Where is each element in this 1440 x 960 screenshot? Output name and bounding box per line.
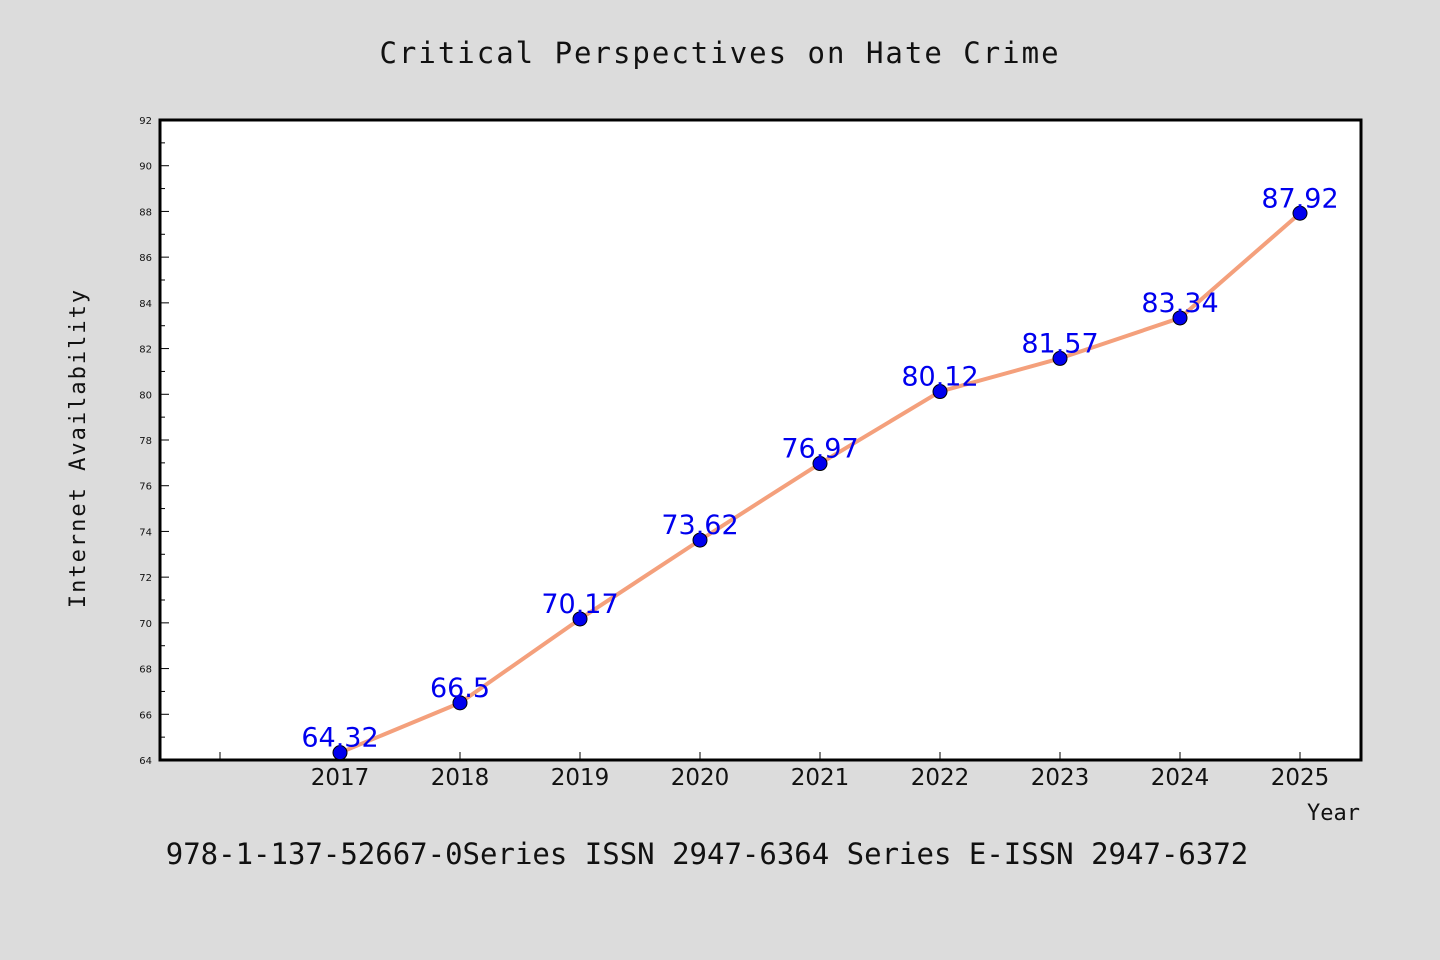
y-tick-label: 90 [139, 162, 152, 173]
x-axis-label: Year [1307, 801, 1360, 826]
chart-title: Critical Perspectives on Hate Crime [379, 36, 1060, 70]
y-axis: 64 66 68 70 72 74 76 78 80 82 84 86 88 90 92 [139, 116, 169, 767]
data-label: 80.12 [901, 362, 978, 393]
x-tick-label: 2023 [1031, 765, 1090, 791]
y-tick-label: 76 [139, 482, 152, 493]
data-point [692, 532, 708, 548]
y-tick-label: 86 [139, 253, 152, 264]
data-point [812, 456, 828, 472]
y-tick-label: 78 [139, 436, 152, 447]
x-tick-label: 2019 [551, 765, 610, 791]
x-tick-label: 2021 [791, 765, 850, 791]
data-label: 87.92 [1261, 183, 1338, 214]
series-group: 64.32 66.5 70.17 73.62 76.97 80.12 81.57 83.34 8… [301, 183, 1339, 761]
footer-isbn-issn: 978-1-137-52667-0Series ISSN 2947-6364 S… [166, 837, 1249, 871]
x-axis: 2017 2018 2019 2020 2021 2022 2023 2024 2025 [219, 752, 1330, 791]
data-point [932, 384, 948, 400]
x-tick-label: 2024 [1151, 765, 1210, 791]
x-tick-label: 2018 [431, 765, 490, 791]
data-point [1292, 205, 1308, 221]
y-tick-label: 92 [139, 116, 152, 127]
x-tick-label: 2025 [1271, 765, 1330, 791]
y-tick-label: 72 [139, 573, 152, 584]
data-point [1172, 310, 1188, 326]
data-label: 76.97 [781, 434, 858, 465]
y-tick-label: 80 [139, 390, 152, 401]
x-tick-label: 2020 [671, 765, 730, 791]
y-tick-label: 70 [139, 619, 152, 630]
x-tick-label: 2017 [311, 765, 370, 791]
plot-area [158, 118, 1363, 762]
data-label: 70.17 [541, 589, 618, 620]
y-tick-label: 64 [139, 756, 152, 767]
data-label: 81.57 [1021, 328, 1098, 359]
y-tick-label: 88 [139, 207, 152, 218]
data-label: 73.62 [661, 510, 738, 541]
y-tick-label: 68 [139, 665, 152, 676]
data-label: 83.34 [1141, 288, 1218, 319]
y-tick-label: 66 [139, 710, 152, 721]
data-point [452, 695, 468, 711]
data-label: 64.32 [301, 723, 378, 754]
data-point [332, 745, 348, 761]
x-tick-label: 2022 [911, 765, 970, 791]
data-point [572, 611, 588, 627]
y-axis-label: Internet Availability [66, 288, 91, 608]
data-label: 66.5 [430, 673, 490, 704]
y-tick-label: 82 [139, 345, 152, 356]
data-point [1052, 350, 1068, 366]
y-tick-label: 84 [139, 299, 152, 310]
y-tick-label: 74 [139, 527, 152, 538]
